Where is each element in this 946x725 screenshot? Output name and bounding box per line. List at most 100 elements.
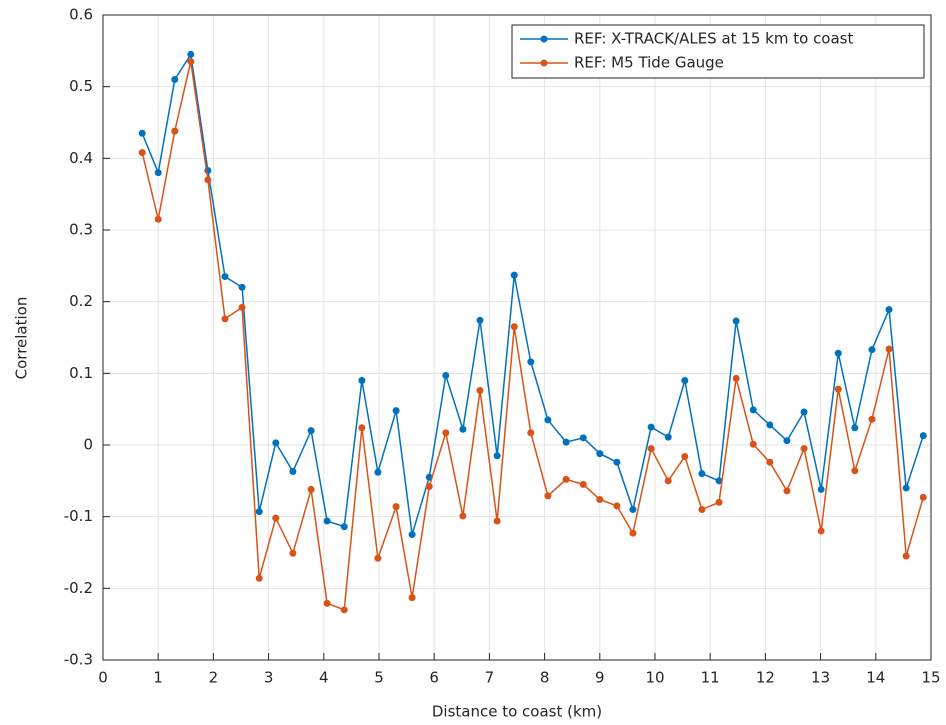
point <box>579 434 587 442</box>
point <box>272 439 280 447</box>
point <box>289 549 297 557</box>
point <box>510 271 518 279</box>
point <box>800 408 808 416</box>
point <box>562 438 570 446</box>
y-tick-label: 0 <box>83 436 93 454</box>
x-axis-label: Distance to coast (km) <box>432 703 602 721</box>
point <box>919 432 927 440</box>
point <box>392 503 400 511</box>
y-tick-label: -0.3 <box>64 651 93 669</box>
x-tick-label: 7 <box>485 669 495 687</box>
x-tick-label: 8 <box>540 669 550 687</box>
point <box>459 512 467 520</box>
x-tick-label: 14 <box>866 669 885 687</box>
point <box>442 429 450 437</box>
legend-box <box>511 24 925 79</box>
point <box>340 606 348 614</box>
x-tick-label: 11 <box>701 669 720 687</box>
x-tick-label: 12 <box>756 669 775 687</box>
y-tick-label: -0.2 <box>64 579 93 597</box>
x-tick-label: 10 <box>645 669 664 687</box>
y-tick-label: 0.3 <box>69 221 93 239</box>
point <box>307 485 315 493</box>
x-tick-label: 9 <box>595 669 605 687</box>
x-tick-label: 5 <box>374 669 384 687</box>
point <box>323 599 331 607</box>
point <box>510 323 518 331</box>
point <box>138 149 146 157</box>
point <box>834 385 842 393</box>
point <box>425 483 433 491</box>
point <box>664 433 672 441</box>
point <box>732 317 740 325</box>
point <box>255 508 263 516</box>
point <box>629 529 637 537</box>
y-tick-label: 0.1 <box>69 364 93 382</box>
point <box>868 415 876 423</box>
plot-frame <box>102 14 932 661</box>
x-tick-label: 0 <box>98 669 108 687</box>
point <box>698 506 706 513</box>
point <box>374 468 382 476</box>
point <box>817 527 825 535</box>
point <box>681 452 689 460</box>
point <box>596 450 604 458</box>
point <box>255 574 263 582</box>
point <box>340 523 348 531</box>
point <box>664 477 672 485</box>
point <box>919 493 927 501</box>
point <box>851 424 859 432</box>
point <box>902 484 910 492</box>
point <box>527 358 535 366</box>
point <box>579 480 587 488</box>
point <box>885 306 893 314</box>
y-tick-label: 0.4 <box>69 149 93 167</box>
point <box>374 554 382 562</box>
x-tick-label: 6 <box>429 669 439 687</box>
point <box>238 303 246 311</box>
y-tick-label: -0.1 <box>64 507 93 525</box>
x-tick-label: 1 <box>153 669 163 687</box>
point <box>289 468 297 476</box>
x-tick-label: 3 <box>264 669 274 687</box>
point <box>817 485 825 493</box>
point <box>715 477 723 485</box>
point <box>544 416 552 424</box>
point <box>783 487 791 495</box>
x-tick-label: 15 <box>921 669 940 687</box>
x-tick-label: 4 <box>319 669 329 687</box>
point <box>732 374 740 382</box>
y-tick-label: 0.2 <box>69 292 93 310</box>
y-tick-label: 0.6 <box>69 6 93 24</box>
point <box>442 371 450 379</box>
point <box>187 50 195 58</box>
point <box>783 437 791 445</box>
point <box>238 283 246 291</box>
point <box>698 470 706 478</box>
point <box>868 346 876 354</box>
point <box>154 215 162 223</box>
point <box>187 58 195 66</box>
series-line <box>141 52 924 535</box>
point <box>766 458 774 466</box>
point <box>358 424 366 432</box>
point <box>885 345 893 353</box>
point <box>493 452 501 460</box>
point <box>171 76 179 83</box>
point <box>527 429 535 437</box>
point <box>851 467 859 475</box>
point <box>358 377 366 384</box>
point <box>749 440 757 448</box>
point <box>647 423 655 431</box>
point <box>272 514 280 522</box>
point <box>613 458 621 466</box>
point <box>408 531 416 539</box>
legend: REF: X-TRACK/ALES at 15 km to coast REF: … <box>511 24 925 79</box>
legend-label: REF: X-TRACK/ALES at 15 km to coast <box>574 30 853 48</box>
x-tick-label: 13 <box>811 669 830 687</box>
point <box>323 517 331 525</box>
y-axis-label: Correlation <box>13 297 31 380</box>
point <box>681 377 689 384</box>
point <box>221 315 229 323</box>
